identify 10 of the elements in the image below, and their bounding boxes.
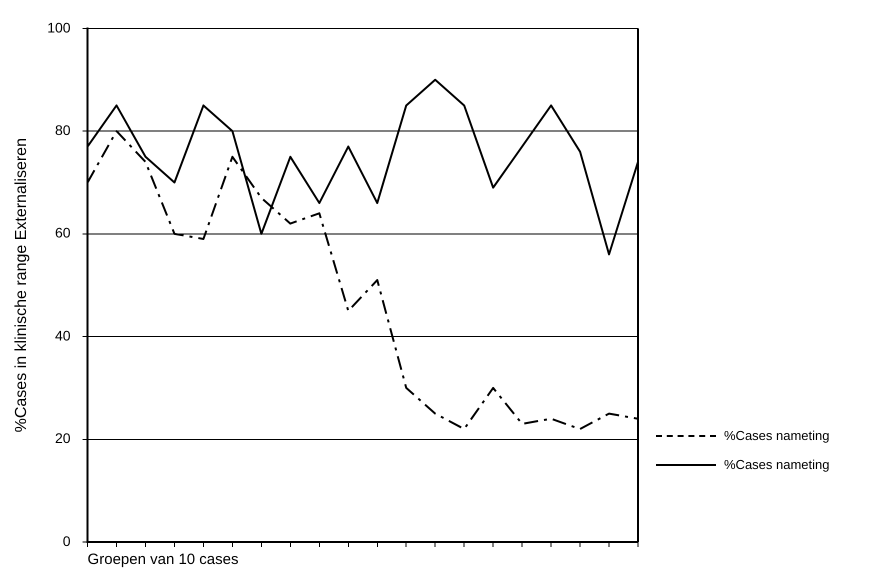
y-tick-label: 40	[54, 327, 71, 344]
y-tick-label: 100	[47, 19, 71, 36]
legend-label: %Cases nameting	[724, 457, 830, 472]
y-axis-title: %Cases in klinische range Externaliseren	[13, 138, 30, 432]
y-tick-label: 20	[54, 430, 71, 446]
y-tick-label: 0	[62, 532, 71, 549]
legend-label: %Cases nameting	[724, 428, 830, 443]
x-axis-title: Groepen van 10 cases	[88, 551, 238, 568]
y-tick-label: 80	[54, 122, 71, 138]
y-tick-label: 60	[54, 224, 71, 241]
